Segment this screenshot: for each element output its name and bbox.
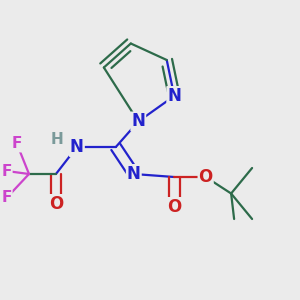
- Text: F: F: [12, 136, 22, 152]
- Text: N: N: [127, 165, 141, 183]
- Text: O: O: [167, 198, 182, 216]
- Text: O: O: [199, 168, 213, 186]
- Text: H: H: [51, 132, 64, 147]
- Text: F: F: [1, 164, 12, 178]
- Text: N: N: [167, 87, 181, 105]
- Text: N: N: [131, 112, 145, 130]
- Text: N: N: [70, 138, 84, 156]
- Text: O: O: [49, 195, 63, 213]
- Text: F: F: [1, 190, 12, 206]
